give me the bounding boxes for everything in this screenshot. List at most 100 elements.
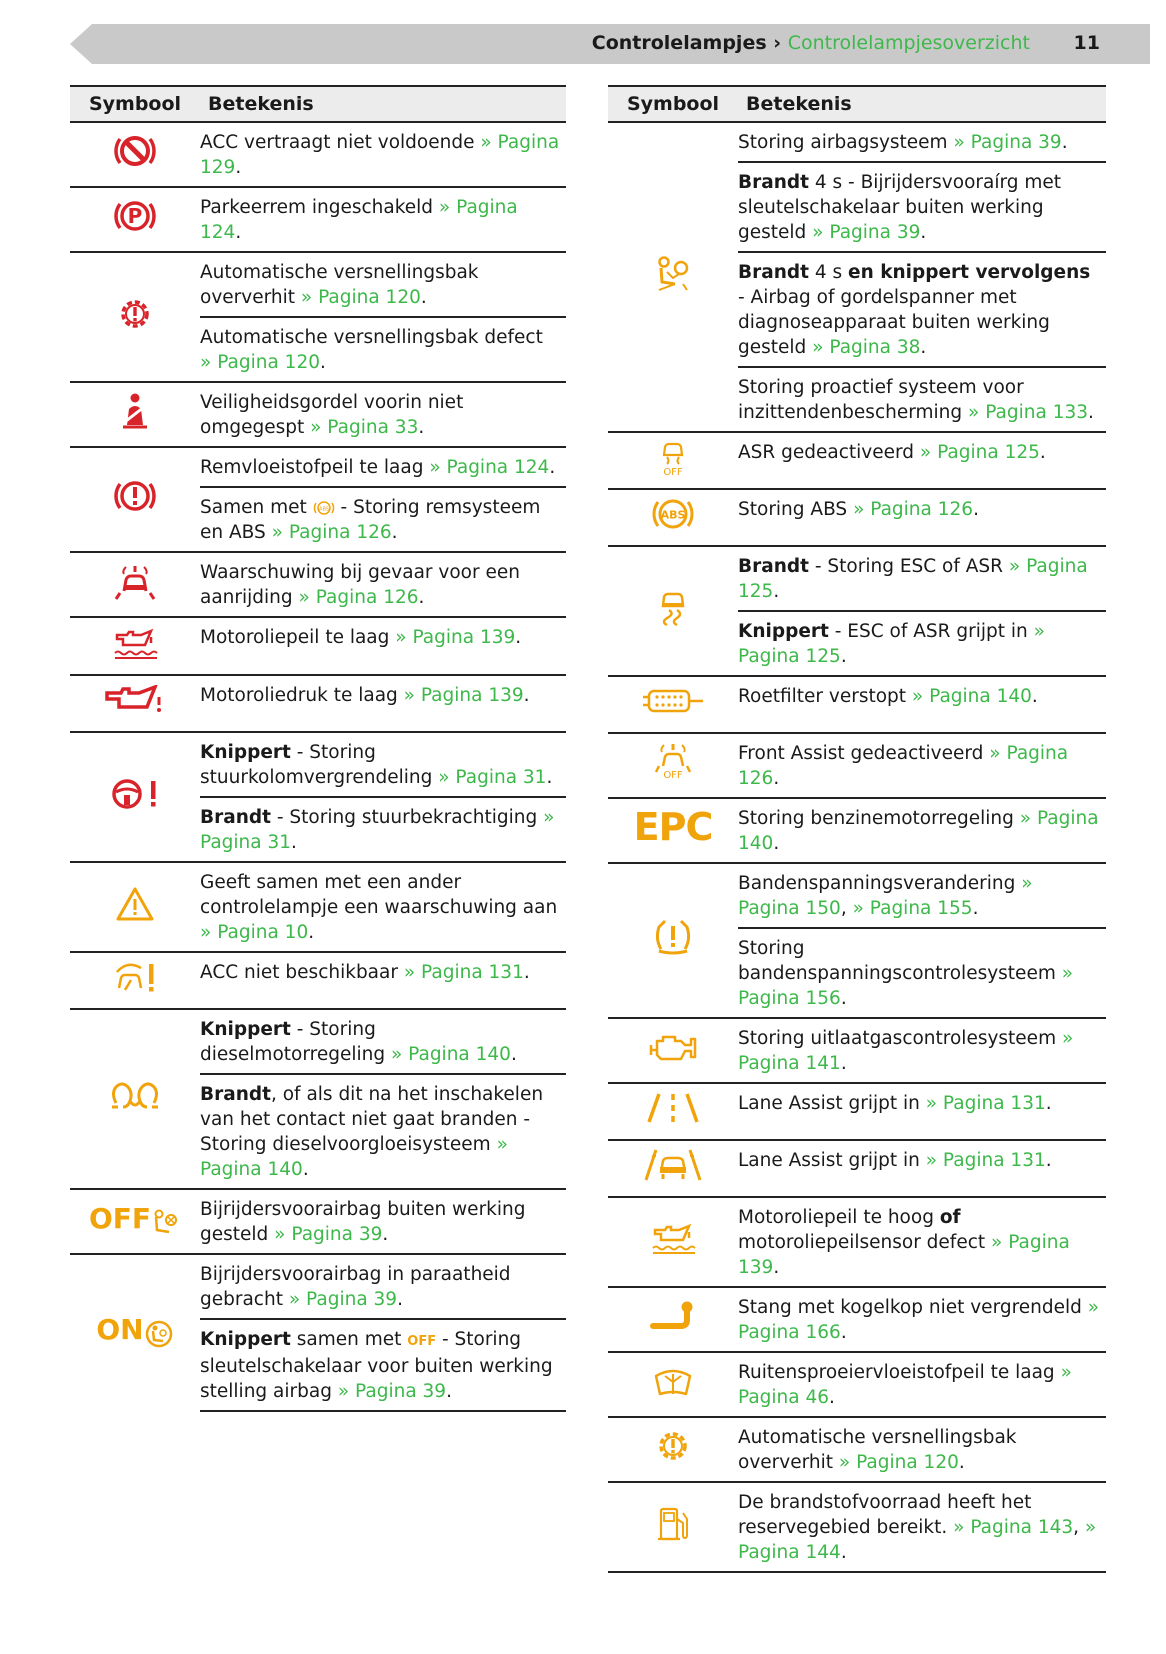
brake-system-icon xyxy=(112,476,158,516)
breadcrumb: Controlelampjes › Controlelampjesoverzic… xyxy=(592,32,1030,54)
page-link[interactable]: » Pagina 131 xyxy=(925,1093,1046,1114)
col-meaning-header: Betekenis xyxy=(200,85,566,123)
list-item: Roetfilter verstopt » Pagina 140. xyxy=(738,675,1106,733)
list-item: Storing benzinemotorregeling » Pagina 14… xyxy=(738,797,1106,863)
abs-icon: ABS xyxy=(650,494,696,534)
list-item: Knippert - Storing dieselmotorregeling »… xyxy=(200,1008,566,1074)
airbag-off-icon: OFF xyxy=(89,1204,181,1238)
page-link[interactable]: » Pagina 129 xyxy=(200,132,560,178)
symbol-cell xyxy=(70,121,200,187)
list-item: Knippert - Storing stuurkolomvergrendeli… xyxy=(200,731,566,797)
page-link[interactable]: » Pagina 126 xyxy=(853,499,974,520)
fuel-icon xyxy=(655,1505,691,1543)
list-item: Bijrijdersvoorairbag buiten werking gest… xyxy=(200,1188,566,1254)
esc-icon xyxy=(653,588,693,628)
page-link[interactable]: » Pagina 124 xyxy=(429,457,550,478)
list-item: Motoroliepeil te laag » Pagina 139. xyxy=(200,616,566,675)
airbag-on-icon: ON xyxy=(96,1316,173,1349)
page-link[interactable]: » Pagina 46 xyxy=(738,1362,1072,1408)
symbol-cell xyxy=(70,861,200,952)
page-link[interactable]: » Pagina 140 xyxy=(738,808,1099,854)
col-symbol-header: Symbool xyxy=(70,85,200,123)
symbol-cell xyxy=(70,446,200,552)
page-link[interactable]: » Pagina 166 xyxy=(738,1297,1100,1343)
list-item: ACC vertraagt niet voldoende » Pagina 12… xyxy=(200,121,566,187)
list-item: Storing ABS » Pagina 126. xyxy=(738,488,1106,546)
page-link[interactable]: » Pagina 156 xyxy=(738,963,1074,1009)
page-link[interactable]: » Pagina 31 xyxy=(438,767,547,788)
page-link[interactable]: » Pagina 39 xyxy=(953,132,1062,153)
page-link[interactable]: » Pagina 143 xyxy=(953,1517,1074,1538)
page-link[interactable]: » Pagina 133 xyxy=(968,402,1089,423)
header-bar xyxy=(70,24,1150,64)
page-link[interactable]: » Pagina 131 xyxy=(925,1150,1046,1171)
list-item: Storing uitlaatgascontrolesysteem » Pagi… xyxy=(738,1017,1106,1083)
list-item: Automatische versnellingsbak oververhit … xyxy=(738,1416,1106,1482)
symbol-cell: OFF xyxy=(70,1188,200,1254)
page-link[interactable]: » Pagina 33 xyxy=(310,417,419,438)
acc-unavailable-icon xyxy=(111,958,159,996)
page-link[interactable]: » Pagina 140 xyxy=(390,1044,511,1065)
symbol-cell xyxy=(70,951,200,1009)
oil-sensor-icon xyxy=(649,1220,697,1258)
acc-deceleration-icon xyxy=(112,131,158,171)
page-link[interactable]: » Pagina 144 xyxy=(738,1517,1097,1563)
steering-icon xyxy=(109,776,161,812)
symbol-cell xyxy=(70,251,200,382)
breadcrumb-separator: › xyxy=(766,32,788,54)
washer-fluid-icon xyxy=(650,1362,696,1400)
list-item: Samen met ABS - Storing remsysteem en AB… xyxy=(200,486,566,552)
symbol-cell xyxy=(608,1416,738,1482)
page-link[interactable]: » Pagina 125 xyxy=(738,556,1088,602)
page-link[interactable]: » Pagina 124 xyxy=(200,197,518,243)
page-link[interactable]: » Pagina 150 xyxy=(738,873,1033,919)
page-link[interactable]: » Pagina 155 xyxy=(852,898,973,919)
page-link[interactable]: » Pagina 139 xyxy=(403,685,524,706)
page-link[interactable]: » Pagina 125 xyxy=(738,621,1045,667)
lane-assist-car-icon xyxy=(642,1146,704,1184)
parking-brake-icon: P xyxy=(112,196,158,236)
page-link[interactable]: » Pagina 139 xyxy=(738,1232,1070,1278)
page-link[interactable]: » Pagina 131 xyxy=(403,962,524,983)
symbol-cell xyxy=(608,1017,738,1083)
warning-triangle-icon xyxy=(115,886,155,922)
page-link[interactable]: » Pagina 126 xyxy=(738,743,1069,789)
symbol-cell xyxy=(70,616,200,675)
airbag-off-small-icon: OFF xyxy=(407,1334,437,1349)
page-link[interactable]: » Pagina 39 xyxy=(812,222,921,243)
list-item: ASR gedeactiveerd » Pagina 125. xyxy=(738,431,1106,489)
list-item: Brandt - Storing stuurbekrachtiging » Pa… xyxy=(200,796,566,862)
symbol-cell: ABS xyxy=(608,488,738,546)
towbar-icon xyxy=(649,1298,697,1334)
symbol-cell xyxy=(70,381,200,447)
collision-warning-icon xyxy=(110,561,160,601)
page-link[interactable]: » Pagina 39 xyxy=(288,1289,398,1310)
svg-text:OFF: OFF xyxy=(663,467,683,477)
left-table: Symbool Betekenis ACC vertraagt niet vold… xyxy=(70,85,566,1412)
page-link[interactable]: » Pagina 126 xyxy=(271,522,392,543)
list-item: Motoroliedruk te laag » Pagina 139. xyxy=(200,674,566,732)
page-link[interactable]: » Pagina 139 xyxy=(395,627,516,648)
page-link[interactable]: » Pagina 31 xyxy=(200,807,555,853)
page-link[interactable]: » Pagina 120 xyxy=(200,352,320,373)
page-link[interactable]: » Pagina 10 xyxy=(200,922,309,943)
front-assist-off-icon: OFF xyxy=(650,742,696,782)
list-item: Brandt - Storing ESC of ASR » Pagina 125… xyxy=(738,545,1106,611)
page-link[interactable]: » Pagina 140 xyxy=(911,686,1032,707)
symbol-cell xyxy=(608,1286,738,1352)
symbol-cell xyxy=(608,862,738,1018)
list-item: Brandt 4 s en knippert vervolgens - Airb… xyxy=(738,251,1106,367)
page-link[interactable]: » Pagina 39 xyxy=(337,1381,447,1402)
page-link[interactable]: » Pagina 38 xyxy=(812,337,921,358)
symbol-cell: OFF xyxy=(608,431,738,489)
page-link[interactable]: » Pagina 141 xyxy=(738,1028,1074,1074)
page-link[interactable]: » Pagina 125 xyxy=(919,442,1040,463)
page-link[interactable]: » Pagina 140 xyxy=(200,1134,508,1180)
page-link[interactable]: » Pagina 126 xyxy=(298,587,419,608)
page-link[interactable]: » Pagina 120 xyxy=(838,1452,959,1473)
page-link[interactable]: » Pagina 120 xyxy=(300,287,421,308)
list-item: De brandstofvoorraad heeft het reservege… xyxy=(738,1481,1106,1573)
list-item: Knippert - ESC of ASR grijpt in » Pagina… xyxy=(738,610,1106,676)
page-link[interactable]: » Pagina 39 xyxy=(274,1224,383,1245)
symbol-cell xyxy=(608,545,738,676)
